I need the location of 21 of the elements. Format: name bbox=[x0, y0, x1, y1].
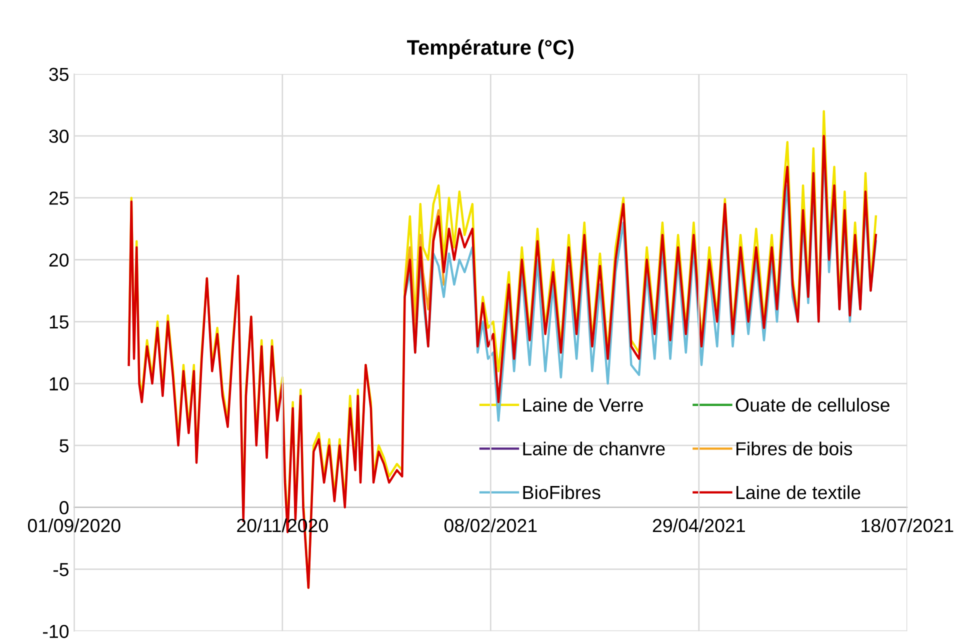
legend-label: Laine de Verre bbox=[523, 398, 643, 412]
y-tick-label: -10 bbox=[43, 624, 69, 638]
y-tick-label: 15 bbox=[50, 316, 69, 329]
y-tick-label: -5 bbox=[53, 563, 69, 576]
legend-label: BioFibres bbox=[523, 485, 600, 500]
legend-label: Fibres de bois bbox=[736, 442, 852, 456]
y-tick-label: 0 bbox=[60, 501, 69, 514]
x-tick-label: 18/07/2021 bbox=[862, 518, 954, 532]
legend-label: Ouate de cellulose bbox=[736, 398, 890, 412]
y-tick-label: 20 bbox=[49, 253, 69, 267]
x-tick-label: 01/09/2020 bbox=[28, 518, 120, 532]
chart-title: Température (°C) bbox=[407, 39, 574, 59]
x-tick-label: 29/04/2021 bbox=[652, 518, 745, 532]
y-tick-label: 25 bbox=[49, 192, 69, 205]
legend-label: Laine de chanvre bbox=[523, 442, 665, 456]
legend-label: Laine de textile bbox=[736, 485, 860, 500]
y-tick-label: 30 bbox=[49, 130, 69, 143]
y-tick-label: 35 bbox=[49, 68, 69, 82]
x-tick-label: 08/02/2021 bbox=[444, 518, 537, 532]
y-tick-label: 5 bbox=[60, 439, 69, 452]
y-tick-label: 10 bbox=[50, 377, 69, 391]
